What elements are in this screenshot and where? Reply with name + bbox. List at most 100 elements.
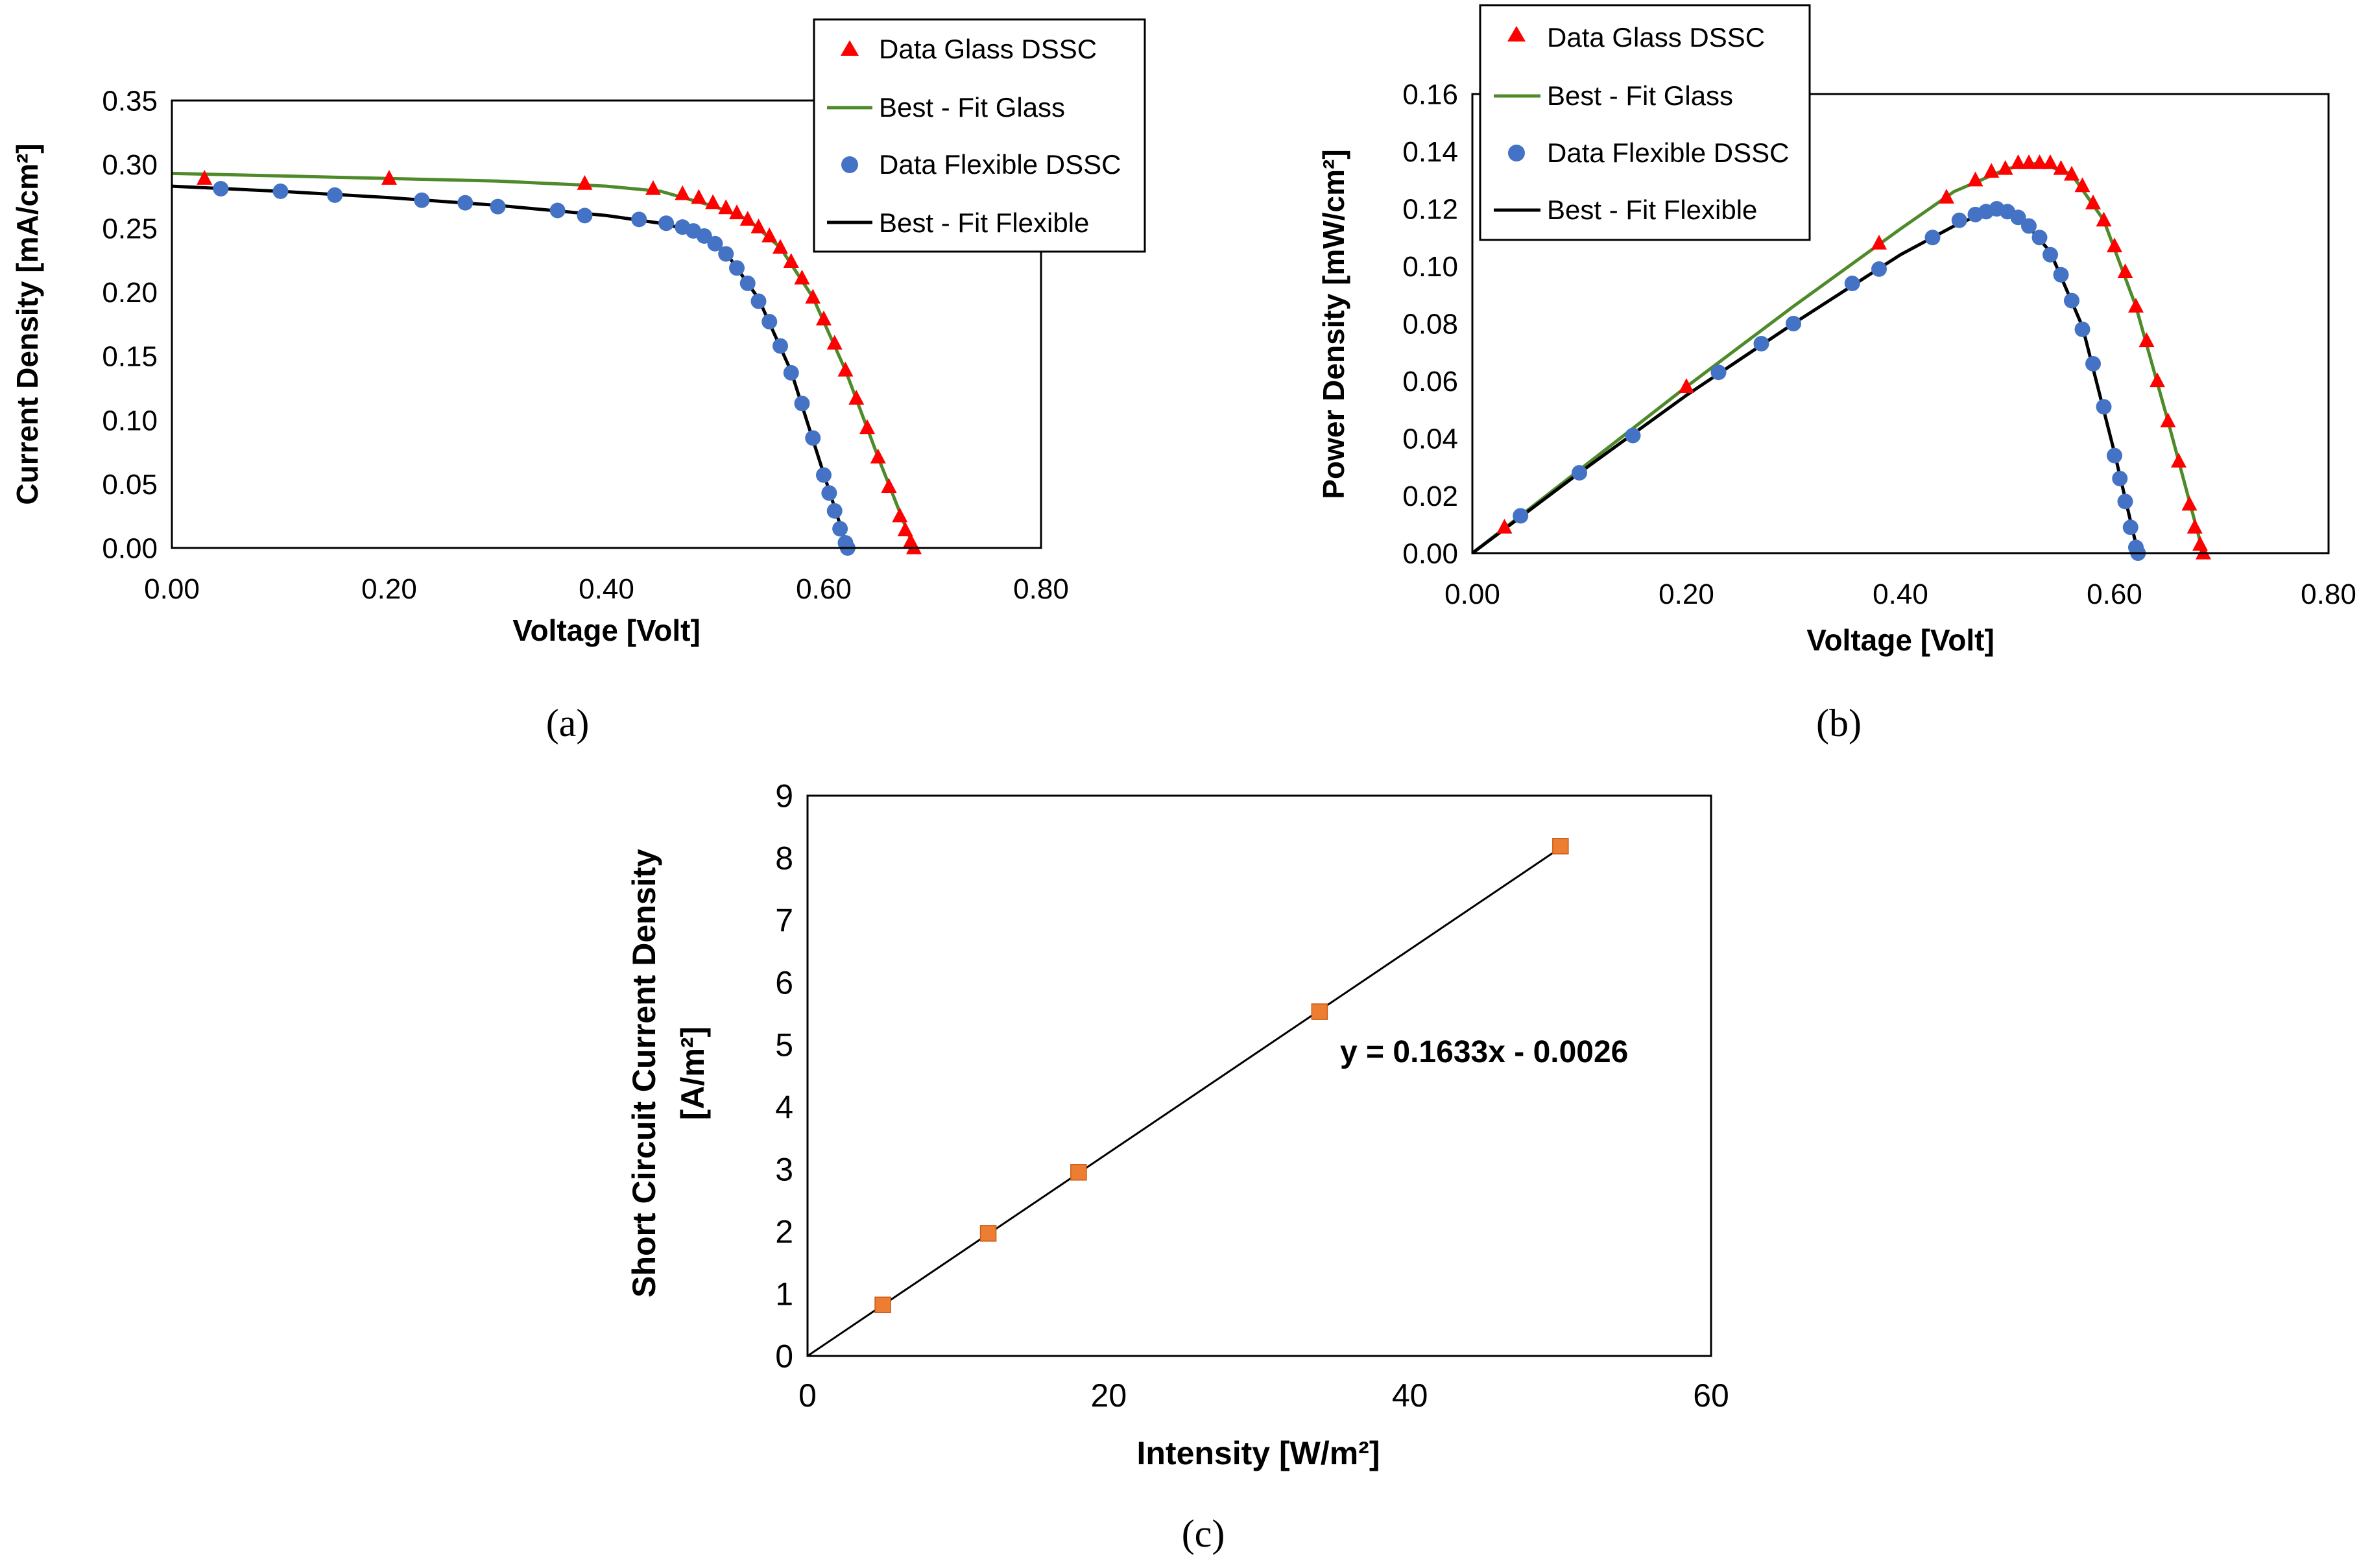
data-point-square: [1311, 1003, 1328, 1020]
y-tick-label: 0.06: [1402, 366, 1458, 398]
data-point-triangle: [881, 478, 897, 493]
y-tick-label: 8: [775, 840, 793, 877]
data-point-triangle: [906, 539, 922, 554]
y-axis-title-line-1: Short Circuit Current Density: [626, 849, 662, 1298]
legend-label: Best - Fit Glass: [879, 92, 1065, 123]
data-point-triangle: [2195, 544, 2211, 560]
x-tick-label: 0.60: [2087, 578, 2142, 610]
plot-frame: [171, 99, 1042, 549]
y-tick-label: 3: [775, 1152, 793, 1188]
x-tick-label: 0.00: [144, 573, 200, 605]
data-point-circle: [2064, 292, 2079, 309]
y-tick-label: 0.04: [1402, 423, 1458, 455]
data-point-circle: [327, 187, 343, 203]
y-axis-title: Current Density [mA/cm²]: [10, 143, 44, 505]
x-tick-label: 0.20: [361, 573, 417, 605]
data-point-circle: [213, 181, 229, 197]
data-point-circle: [2096, 399, 2112, 415]
legend-item-glass-data: Data Glass DSSC: [841, 34, 1097, 64]
data-point-circle: [2053, 267, 2069, 283]
data-point-circle: [549, 202, 566, 219]
data-point-triangle: [2031, 154, 2048, 169]
y-tick-label: 0.20: [102, 277, 158, 309]
data-point-circle: [718, 246, 734, 262]
legend-label: Best - Fit Flexible: [879, 208, 1089, 238]
data-point-circle: [2112, 470, 2128, 486]
plot-frame: [1471, 93, 2330, 554]
legend-item-flexible-data: Data Flexible DSSC: [1508, 137, 1789, 168]
data-point-circle: [631, 211, 647, 228]
y-tick-label: 0: [775, 1338, 793, 1375]
data-point-triangle: [739, 211, 756, 226]
panel-label: (b): [1816, 702, 1862, 744]
y-tick-label: 0.10: [102, 405, 158, 436]
data-point-triangle: [2128, 298, 2144, 313]
trendline-equation: y = 0.1633x - 0.0026: [1340, 1035, 1628, 1069]
data-point-circle: [739, 275, 756, 291]
data-point-circle: [2021, 218, 2037, 234]
data-point-circle: [2010, 209, 2026, 226]
data-point-circle: [577, 208, 593, 224]
y-tick-label: 0.16: [1402, 78, 1458, 110]
data-point-triangle: [1871, 234, 1887, 250]
data-point-triangle: [870, 448, 886, 464]
data-point-triangle: [1983, 163, 2000, 178]
data-point-triangle: [2010, 154, 2026, 169]
data-point-circle: [794, 396, 810, 412]
legend-label: Best - Fit Flexible: [1547, 195, 1757, 225]
legend-label: Data Glass DSSC: [1547, 22, 1765, 53]
legend-marker-circle: [841, 156, 858, 173]
y-tick-label: 0.00: [1402, 538, 1458, 569]
data-point-circle: [821, 485, 837, 501]
legend-item-glass-fit: Best - Fit Glass: [827, 92, 1065, 123]
y-tick-label: 7: [775, 903, 793, 939]
legend-box: [1479, 4, 1811, 241]
data-point-circle: [1572, 465, 1587, 481]
y-tick-label: 0.15: [102, 341, 158, 373]
legend-label: Data Flexible DSSC: [879, 149, 1121, 180]
legend-marker-triangle: [841, 40, 859, 56]
data-point-triangle: [729, 204, 745, 220]
data-point-circle: [729, 260, 745, 276]
data-point-triangle: [1938, 189, 1954, 204]
data-point-circle: [1753, 335, 1769, 351]
data-point-circle: [1951, 212, 1967, 228]
data-point-circle: [1786, 316, 1801, 331]
y-axis-title: Power Density [mW/cm²]: [1317, 149, 1350, 499]
data-point-circle: [696, 228, 712, 244]
x-tick-label: 40: [1392, 1377, 1428, 1414]
data-point-circle: [707, 235, 723, 252]
data-point-triangle: [2053, 160, 2069, 175]
data-point-triangle: [1997, 160, 2013, 175]
legend: Data Glass DSSC Best - Fit Glass Data Fl…: [1479, 4, 1811, 241]
series-line-linear-fit: [807, 847, 1561, 1357]
data-point-circle: [2031, 230, 2048, 246]
legend-label: Data Glass DSSC: [879, 34, 1097, 64]
y-tick-label: 0.14: [1402, 136, 1458, 168]
legend-item-flexible-fit: Best - Fit Flexible: [827, 208, 1089, 238]
data-point-triangle: [2107, 237, 2122, 253]
data-point-triangle: [645, 180, 662, 195]
data-point-circle: [816, 467, 832, 483]
legend-item-flexible-fit: Best - Fit Flexible: [1494, 195, 1757, 225]
data-point-triangle: [1679, 378, 1694, 393]
data-point-triangle: [2117, 263, 2133, 278]
data-point-triangle: [1496, 518, 1513, 534]
x-tick-label: 0.40: [1873, 578, 1928, 610]
x-tick-label: 0.40: [579, 573, 634, 605]
data-point-triangle: [837, 361, 854, 377]
chart-panel-c: 0 1 2 3 4 5 6 7 8 9 0 20 40 60 Intensity [W/m²] Shor…: [626, 778, 1729, 1556]
data-point-circle: [832, 521, 848, 537]
data-point-circle: [750, 293, 767, 309]
data-point-circle: [658, 215, 675, 232]
data-point-circle: [2043, 246, 2058, 263]
data-point-triangle: [705, 194, 721, 209]
x-tick-label: 0.20: [1659, 578, 1714, 610]
x-tick-label: 60: [1693, 1377, 1729, 1414]
y-tick-label: 0.12: [1402, 193, 1458, 225]
panel-label: (c): [1182, 1512, 1225, 1555]
y-tick-label: 0.25: [102, 213, 158, 245]
data-point-triangle: [2150, 372, 2165, 388]
data-point-triangle: [197, 170, 213, 185]
x-axis-title: Voltage [Volt]: [512, 613, 701, 647]
